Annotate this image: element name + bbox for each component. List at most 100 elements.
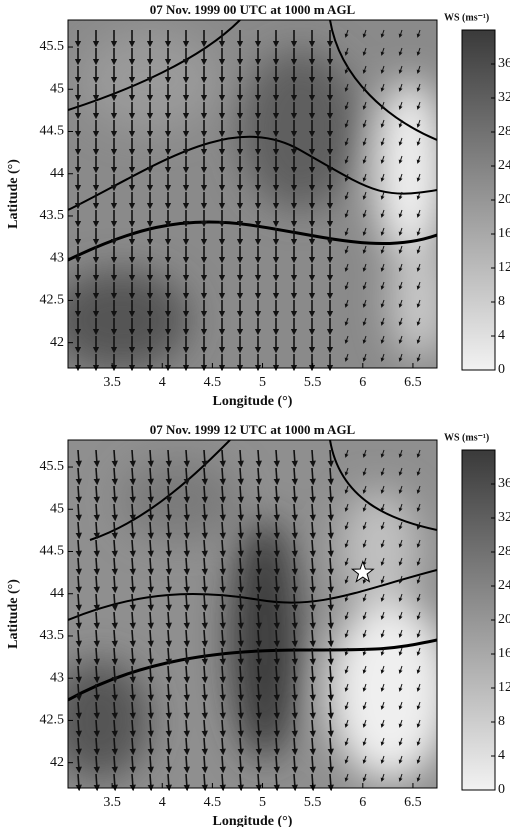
wind-arrow xyxy=(219,503,226,522)
y-tick-label: 44.5 xyxy=(40,544,65,559)
wind-arrow xyxy=(93,773,100,792)
wind-arrow xyxy=(380,119,385,128)
wind-arrow xyxy=(273,611,280,630)
wind-arrow xyxy=(344,299,349,308)
wind-arrow xyxy=(398,155,403,164)
wind-arrow xyxy=(237,539,244,558)
wind-arrow xyxy=(380,449,385,458)
wind-arrow xyxy=(362,191,367,200)
wind-arrow xyxy=(93,611,100,630)
wind-arrow xyxy=(380,575,385,584)
wind-arrow xyxy=(327,665,334,684)
wind-arrow xyxy=(111,575,118,594)
wind-arrow xyxy=(416,485,421,494)
wind-arrow xyxy=(380,683,385,692)
plot-frame xyxy=(67,439,438,789)
wind-arrow xyxy=(255,755,262,774)
wind-arrow xyxy=(165,557,172,576)
wind-arrow xyxy=(380,755,385,764)
wind-arrow xyxy=(380,29,385,38)
wind-arrow xyxy=(111,629,118,648)
wind-arrow xyxy=(237,611,244,630)
wind-arrow xyxy=(344,449,349,458)
wind-arrow xyxy=(255,701,262,720)
wind-arrow xyxy=(309,629,316,648)
wind-arrow xyxy=(129,629,136,648)
wind-arrow xyxy=(75,755,82,774)
wind-arrow xyxy=(362,467,367,476)
wind-arrow xyxy=(362,155,367,164)
wind-arrow xyxy=(362,173,367,182)
wind-arrow xyxy=(291,485,298,504)
wind-arrow xyxy=(75,593,82,612)
x-axis-label: Longitude (°) xyxy=(213,394,293,409)
wind-arrow xyxy=(183,737,190,756)
wind-arrow xyxy=(219,449,226,468)
wind-arrow xyxy=(291,755,298,774)
wind-arrow xyxy=(147,647,154,666)
wind-arrow xyxy=(75,521,82,540)
wind-arrow xyxy=(255,611,262,630)
wind-arrow xyxy=(380,83,385,92)
wind-arrow xyxy=(75,647,82,666)
wind-arrow xyxy=(129,467,136,486)
wind-arrow xyxy=(273,485,280,504)
wind-arrow xyxy=(165,521,172,540)
wind-arrow xyxy=(129,773,136,792)
wind-arrow xyxy=(398,575,403,584)
wind-arrow xyxy=(147,593,154,612)
wind-arrow xyxy=(273,773,280,792)
x-tick-label: 4.5 xyxy=(204,795,222,810)
wind-arrow xyxy=(111,665,118,684)
wind-arrow xyxy=(273,557,280,576)
wind-arrow xyxy=(273,629,280,648)
wind-arrow xyxy=(398,593,403,602)
wind-arrow xyxy=(398,209,403,218)
wind-arrow xyxy=(129,503,136,522)
wind-arrow xyxy=(165,629,172,648)
wind-arrow xyxy=(291,665,298,684)
y-tick-label: 42 xyxy=(50,755,64,770)
wind-arrow xyxy=(219,611,226,630)
wind-arrow xyxy=(327,521,334,540)
wind-arrow xyxy=(362,683,367,692)
wind-arrow xyxy=(291,449,298,468)
wind-arrow xyxy=(237,665,244,684)
wind-arrow xyxy=(201,647,208,666)
wind-arrow xyxy=(255,521,262,540)
x-tick-label: 4 xyxy=(159,795,166,810)
wind-arrow xyxy=(380,647,385,656)
wind-arrow xyxy=(183,683,190,702)
wind-arrow xyxy=(380,665,385,674)
wind-arrow xyxy=(183,521,190,540)
wind-arrow xyxy=(327,467,334,486)
wind-arrow xyxy=(362,773,367,782)
wind-arrow xyxy=(273,683,280,702)
wind-arrow xyxy=(165,539,172,558)
wind-arrow xyxy=(93,521,100,540)
wind-arrow xyxy=(201,593,208,612)
wind-arrow xyxy=(362,503,367,512)
wind-arrow xyxy=(147,485,154,504)
wind-arrow xyxy=(75,629,82,648)
wind-arrow xyxy=(344,101,349,110)
wind-arrow xyxy=(237,719,244,738)
wind-arrow xyxy=(201,557,208,576)
wind-arrow xyxy=(344,575,349,584)
wind-arrow xyxy=(237,449,244,468)
wind-arrow xyxy=(147,539,154,558)
wind-arrow xyxy=(273,737,280,756)
wind-arrow xyxy=(362,629,367,638)
wind-arrow xyxy=(362,245,367,254)
wind-arrow xyxy=(93,701,100,720)
wind-arrow xyxy=(327,647,334,666)
wind-arrow xyxy=(147,521,154,540)
wind-arrow xyxy=(344,155,349,164)
wind-arrow xyxy=(380,521,385,530)
wind-arrow xyxy=(309,737,316,756)
x-tick-label: 4.5 xyxy=(204,375,222,390)
wind-arrow xyxy=(201,485,208,504)
wind-arrow xyxy=(183,593,190,612)
wind-arrow xyxy=(75,701,82,720)
wind-arrow xyxy=(362,665,367,674)
